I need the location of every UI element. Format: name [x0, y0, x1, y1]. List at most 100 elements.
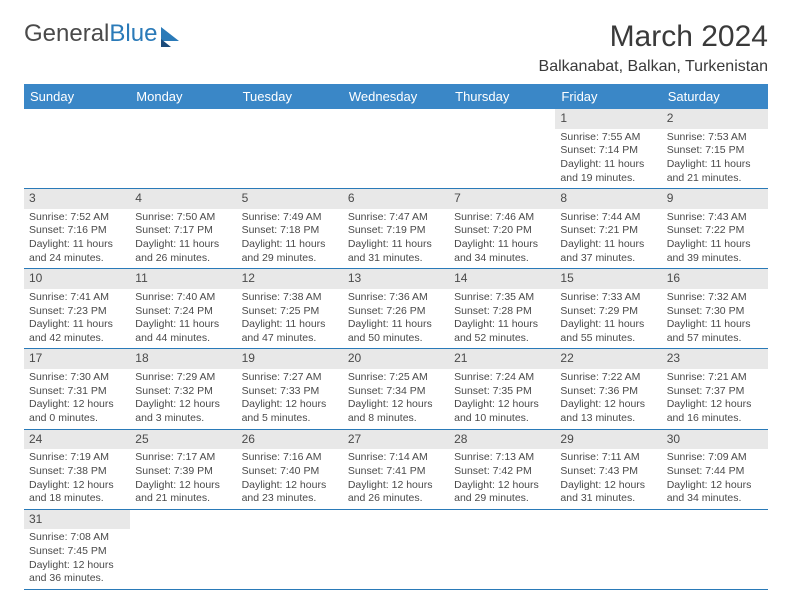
weekday-header: Tuesday: [237, 84, 343, 109]
day-body: Sunrise: 7:44 AMSunset: 7:21 PMDaylight:…: [555, 209, 661, 269]
daylight-line: Daylight: 11 hoursand 42 minutes.: [29, 318, 125, 345]
day-cell: 4Sunrise: 7:50 AMSunset: 7:17 PMDaylight…: [130, 189, 236, 269]
sunrise-line: Sunrise: 7:52 AM: [29, 211, 125, 225]
day-cell: 18Sunrise: 7:29 AMSunset: 7:32 PMDayligh…: [130, 349, 236, 429]
daylight-line: Daylight: 11 hoursand 52 minutes.: [454, 318, 550, 345]
weekday-header: Thursday: [449, 84, 555, 109]
daylight-line: Daylight: 12 hoursand 23 minutes.: [242, 479, 338, 506]
daylight-line: Daylight: 12 hoursand 26 minutes.: [348, 479, 444, 506]
sunrise-line: Sunrise: 7:14 AM: [348, 451, 444, 465]
sunset-line: Sunset: 7:34 PM: [348, 385, 444, 399]
daylight-line: Daylight: 12 hoursand 0 minutes.: [29, 398, 125, 425]
day-cell: 2Sunrise: 7:53 AMSunset: 7:15 PMDaylight…: [662, 109, 768, 189]
sunset-line: Sunset: 7:30 PM: [667, 305, 763, 319]
day-number: 14: [449, 269, 555, 289]
sunrise-line: Sunrise: 7:35 AM: [454, 291, 550, 305]
day-body: Sunrise: 7:25 AMSunset: 7:34 PMDaylight:…: [343, 369, 449, 429]
day-cell: 5Sunrise: 7:49 AMSunset: 7:18 PMDaylight…: [237, 189, 343, 269]
day-number: 29: [555, 430, 661, 450]
month-title: March 2024: [539, 20, 768, 54]
daylight-line: Daylight: 12 hoursand 5 minutes.: [242, 398, 338, 425]
empty-cell: [130, 509, 236, 589]
daylight-line: Daylight: 11 hoursand 34 minutes.: [454, 238, 550, 265]
weekday-header: Friday: [555, 84, 661, 109]
sunrise-line: Sunrise: 7:32 AM: [667, 291, 763, 305]
day-body: Sunrise: 7:43 AMSunset: 7:22 PMDaylight:…: [662, 209, 768, 269]
sunrise-line: Sunrise: 7:21 AM: [667, 371, 763, 385]
daylight-line: Daylight: 11 hoursand 55 minutes.: [560, 318, 656, 345]
sunrise-line: Sunrise: 7:55 AM: [560, 131, 656, 145]
day-cell: 24Sunrise: 7:19 AMSunset: 7:38 PMDayligh…: [24, 429, 130, 509]
daylight-line: Daylight: 11 hoursand 24 minutes.: [29, 238, 125, 265]
day-body: Sunrise: 7:52 AMSunset: 7:16 PMDaylight:…: [24, 209, 130, 269]
sunrise-line: Sunrise: 7:50 AM: [135, 211, 231, 225]
day-body: Sunrise: 7:29 AMSunset: 7:32 PMDaylight:…: [130, 369, 236, 429]
sunset-line: Sunset: 7:16 PM: [29, 224, 125, 238]
day-cell: 20Sunrise: 7:25 AMSunset: 7:34 PMDayligh…: [343, 349, 449, 429]
sunrise-line: Sunrise: 7:22 AM: [560, 371, 656, 385]
day-number: 2: [662, 109, 768, 129]
day-cell: 10Sunrise: 7:41 AMSunset: 7:23 PMDayligh…: [24, 269, 130, 349]
day-number: 13: [343, 269, 449, 289]
sunset-line: Sunset: 7:31 PM: [29, 385, 125, 399]
daylight-line: Daylight: 12 hoursand 29 minutes.: [454, 479, 550, 506]
brand-part1: General: [24, 20, 109, 48]
day-number: 3: [24, 189, 130, 209]
sunrise-line: Sunrise: 7:16 AM: [242, 451, 338, 465]
calendar-row: 10Sunrise: 7:41 AMSunset: 7:23 PMDayligh…: [24, 269, 768, 349]
empty-cell: [237, 109, 343, 189]
day-number: 18: [130, 349, 236, 369]
day-body: Sunrise: 7:41 AMSunset: 7:23 PMDaylight:…: [24, 289, 130, 349]
day-cell: 19Sunrise: 7:27 AMSunset: 7:33 PMDayligh…: [237, 349, 343, 429]
weekday-header: Monday: [130, 84, 236, 109]
day-cell: 13Sunrise: 7:36 AMSunset: 7:26 PMDayligh…: [343, 269, 449, 349]
sunset-line: Sunset: 7:28 PM: [454, 305, 550, 319]
day-body: Sunrise: 7:14 AMSunset: 7:41 PMDaylight:…: [343, 449, 449, 509]
daylight-line: Daylight: 12 hoursand 8 minutes.: [348, 398, 444, 425]
day-body: Sunrise: 7:49 AMSunset: 7:18 PMDaylight:…: [237, 209, 343, 269]
day-number: 28: [449, 430, 555, 450]
calendar-row: 24Sunrise: 7:19 AMSunset: 7:38 PMDayligh…: [24, 429, 768, 509]
day-number: 31: [24, 510, 130, 530]
day-body: Sunrise: 7:47 AMSunset: 7:19 PMDaylight:…: [343, 209, 449, 269]
daylight-line: Daylight: 12 hoursand 31 minutes.: [560, 479, 656, 506]
sunrise-line: Sunrise: 7:46 AM: [454, 211, 550, 225]
sunset-line: Sunset: 7:18 PM: [242, 224, 338, 238]
day-cell: 17Sunrise: 7:30 AMSunset: 7:31 PMDayligh…: [24, 349, 130, 429]
day-body: Sunrise: 7:27 AMSunset: 7:33 PMDaylight:…: [237, 369, 343, 429]
sunrise-line: Sunrise: 7:49 AM: [242, 211, 338, 225]
daylight-line: Daylight: 12 hoursand 10 minutes.: [454, 398, 550, 425]
sunset-line: Sunset: 7:17 PM: [135, 224, 231, 238]
sunset-line: Sunset: 7:15 PM: [667, 144, 763, 158]
day-cell: 7Sunrise: 7:46 AMSunset: 7:20 PMDaylight…: [449, 189, 555, 269]
day-number: 20: [343, 349, 449, 369]
day-number: 24: [24, 430, 130, 450]
daylight-line: Daylight: 11 hoursand 21 minutes.: [667, 158, 763, 185]
sunset-line: Sunset: 7:40 PM: [242, 465, 338, 479]
day-cell: 1Sunrise: 7:55 AMSunset: 7:14 PMDaylight…: [555, 109, 661, 189]
day-cell: 22Sunrise: 7:22 AMSunset: 7:36 PMDayligh…: [555, 349, 661, 429]
sunset-line: Sunset: 7:43 PM: [560, 465, 656, 479]
sunset-line: Sunset: 7:35 PM: [454, 385, 550, 399]
day-number: 7: [449, 189, 555, 209]
sunset-line: Sunset: 7:14 PM: [560, 144, 656, 158]
day-body: Sunrise: 7:36 AMSunset: 7:26 PMDaylight:…: [343, 289, 449, 349]
day-cell: 11Sunrise: 7:40 AMSunset: 7:24 PMDayligh…: [130, 269, 236, 349]
day-cell: 31Sunrise: 7:08 AMSunset: 7:45 PMDayligh…: [24, 509, 130, 589]
day-number: 21: [449, 349, 555, 369]
empty-cell: [237, 509, 343, 589]
daylight-line: Daylight: 11 hoursand 26 minutes.: [135, 238, 231, 265]
calendar-table: SundayMondayTuesdayWednesdayThursdayFrid…: [24, 84, 768, 590]
sunset-line: Sunset: 7:25 PM: [242, 305, 338, 319]
sunrise-line: Sunrise: 7:44 AM: [560, 211, 656, 225]
daylight-line: Daylight: 12 hoursand 18 minutes.: [29, 479, 125, 506]
calendar-row: 1Sunrise: 7:55 AMSunset: 7:14 PMDaylight…: [24, 109, 768, 189]
daylight-line: Daylight: 12 hoursand 34 minutes.: [667, 479, 763, 506]
day-body: Sunrise: 7:55 AMSunset: 7:14 PMDaylight:…: [555, 129, 661, 189]
day-body: Sunrise: 7:50 AMSunset: 7:17 PMDaylight:…: [130, 209, 236, 269]
weekday-header: Wednesday: [343, 84, 449, 109]
daylight-line: Daylight: 11 hoursand 29 minutes.: [242, 238, 338, 265]
sunrise-line: Sunrise: 7:43 AM: [667, 211, 763, 225]
day-body: Sunrise: 7:40 AMSunset: 7:24 PMDaylight:…: [130, 289, 236, 349]
empty-cell: [343, 509, 449, 589]
